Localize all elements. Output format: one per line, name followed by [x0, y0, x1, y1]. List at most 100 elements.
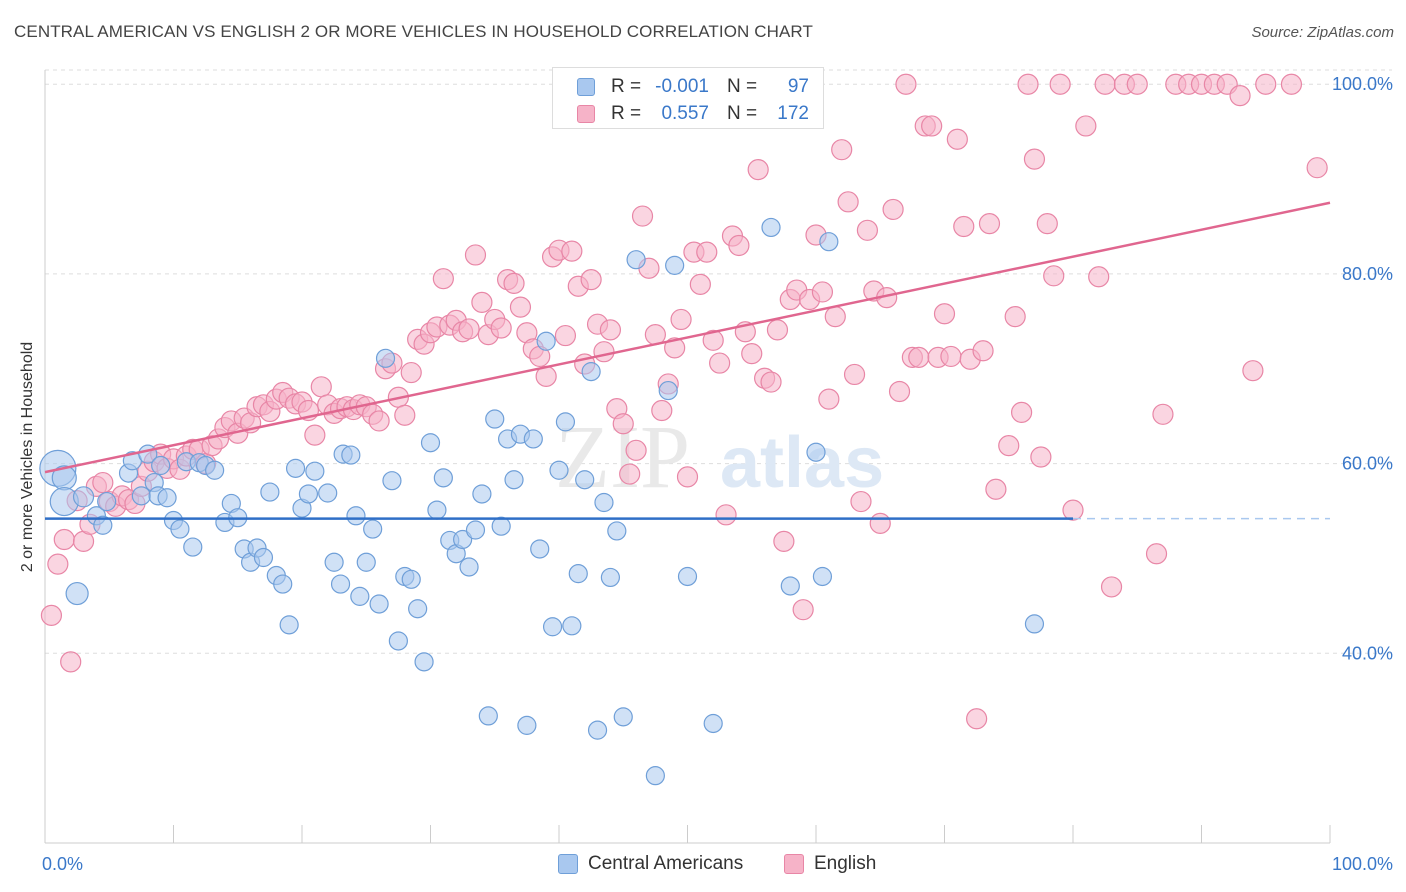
point-english — [60, 651, 82, 673]
point-central-americans — [645, 766, 665, 786]
point-central-americans — [665, 255, 685, 275]
point-central-americans — [812, 566, 833, 587]
chart-source: Source: ZipAtlas.com — [1251, 24, 1394, 41]
point-central-americans — [330, 574, 351, 594]
point-english — [1280, 73, 1303, 95]
point-english — [766, 319, 789, 341]
point-english — [1036, 213, 1058, 235]
point-english — [676, 466, 699, 488]
series-name: Central Americans — [588, 853, 744, 874]
point-central-americans — [151, 455, 171, 476]
point-central-americans — [587, 720, 608, 740]
trend-lines — [44, 201, 1331, 520]
point-central-americans — [414, 652, 434, 672]
point-central-americans — [536, 331, 556, 351]
point-central-americans — [382, 471, 402, 491]
point-english — [651, 399, 673, 422]
point-central-americans — [677, 566, 698, 587]
point-english — [824, 306, 846, 328]
point-english — [1023, 148, 1046, 170]
point-english — [869, 512, 891, 534]
point-central-americans — [408, 599, 428, 619]
point-english — [310, 376, 332, 398]
point-central-americans — [575, 470, 595, 490]
point-english — [702, 329, 724, 351]
point-central-americans — [530, 539, 550, 559]
point-english — [471, 291, 493, 313]
point-english — [728, 234, 750, 257]
point-central-americans — [363, 519, 383, 539]
point-english — [1229, 85, 1251, 107]
point-english — [689, 273, 711, 295]
series-legend-central-americans: Central Americans — [558, 852, 743, 876]
point-central-americans — [375, 348, 396, 368]
point-english — [503, 272, 525, 295]
point-central-americans — [1024, 614, 1045, 634]
point-central-americans — [273, 574, 293, 594]
point-central-americans — [324, 552, 344, 572]
point-central-americans — [542, 617, 563, 637]
point-central-americans — [504, 470, 524, 490]
series-swatch-blue — [558, 854, 578, 874]
point-english — [1049, 73, 1071, 95]
point-central-americans — [93, 515, 113, 535]
point-english — [394, 404, 416, 426]
point-central-americans — [472, 484, 492, 504]
point-english — [599, 319, 622, 341]
point-central-americans — [305, 461, 325, 481]
point-english — [554, 324, 577, 347]
point-english — [760, 371, 782, 393]
series-name: English — [814, 853, 877, 874]
legend-swatch-blue — [577, 78, 595, 96]
point-english — [1126, 73, 1148, 95]
point-english — [818, 388, 840, 410]
x-tick-label: 0.0% — [42, 854, 83, 874]
point-english — [509, 296, 532, 318]
point-english — [458, 318, 480, 340]
point-english — [998, 434, 1020, 457]
legend-row-english: R = 0.557 N = 172 — [577, 101, 809, 127]
point-english — [593, 341, 615, 363]
point-central-americans — [346, 506, 366, 526]
point-english — [972, 340, 994, 362]
point-central-americans — [453, 529, 473, 550]
point-english — [715, 504, 737, 526]
point-english — [985, 478, 1007, 500]
point-english — [612, 413, 634, 435]
point-central-americans — [401, 569, 421, 589]
legend-n-value: 172 — [777, 103, 809, 124]
point-english — [464, 244, 487, 266]
data-points — [39, 73, 1328, 786]
point-english — [1062, 499, 1084, 521]
point-english — [1017, 73, 1039, 95]
point-central-americans — [594, 492, 614, 513]
series-legend-english: English — [784, 852, 876, 876]
y-tick-label: 80.0% — [1342, 264, 1393, 284]
x-tick-label: 100.0% — [1332, 854, 1393, 874]
point-english — [1145, 543, 1168, 565]
point-english — [1242, 360, 1264, 382]
point-central-americans — [465, 520, 486, 540]
point-central-americans — [350, 586, 370, 606]
point-english — [1010, 401, 1033, 423]
point-english — [709, 352, 731, 374]
tick-labels: 40.0% 60.0% 80.0% 100.0% 0.0% 100.0% — [42, 74, 1393, 874]
point-central-americans — [65, 581, 89, 606]
point-central-americans — [703, 713, 723, 734]
series-swatch-pink — [784, 854, 804, 874]
point-central-americans — [819, 232, 839, 252]
legend-r-label: R = — [611, 76, 642, 97]
legend-r-label: R = — [611, 103, 642, 124]
point-central-americans — [341, 445, 361, 465]
point-english — [1152, 403, 1174, 425]
point-central-americans — [427, 500, 447, 520]
point-english — [837, 191, 859, 213]
point-central-americans — [568, 564, 588, 584]
point-central-americans — [279, 615, 299, 635]
point-english — [908, 346, 930, 368]
point-central-americans — [356, 552, 376, 572]
point-central-americans — [485, 409, 505, 429]
legend-n-value: 97 — [787, 76, 809, 97]
point-central-americans — [97, 491, 117, 512]
